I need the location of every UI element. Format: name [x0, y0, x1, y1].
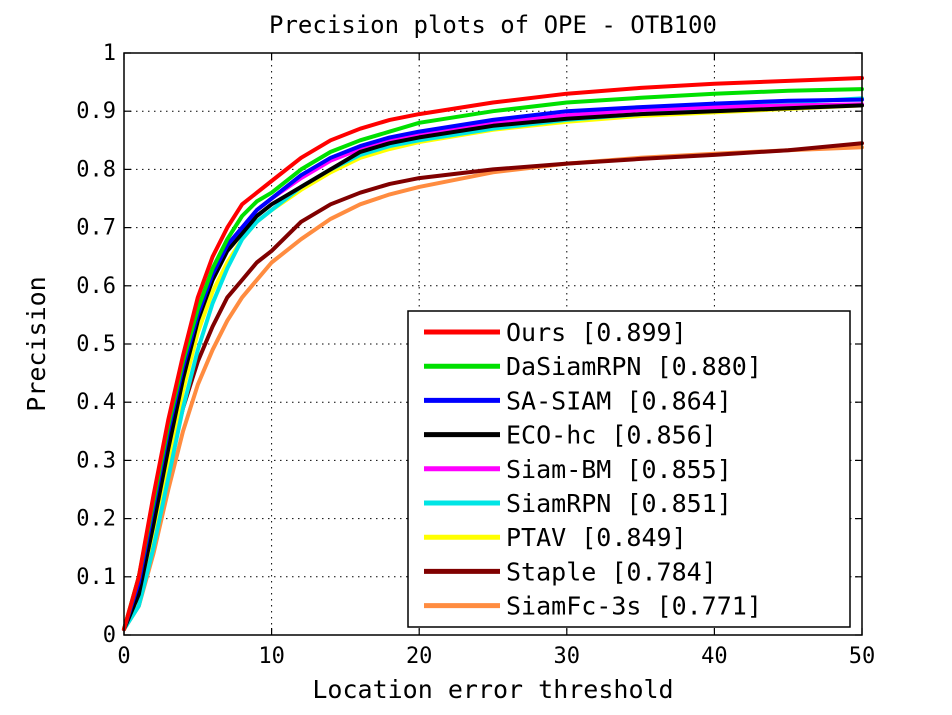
plot-frame — [123, 52, 863, 636]
y-tick-label: 0.4 — [76, 390, 116, 415]
legend-label: Siam-BM [0.855] — [506, 455, 732, 484]
tick-labels: 0 10 20 30 40 50 0 0.1 0.2 0.3 0.4 0.5 0.6 0.7 0.8 0.9 1 — [76, 41, 875, 669]
y-tick-label: 0.5 — [76, 332, 116, 357]
legend-label: PTAV [0.849] — [506, 523, 687, 552]
y-tick-label: 0 — [103, 623, 116, 648]
x-tick-label: 50 — [849, 644, 876, 669]
x-tick-label: 20 — [406, 644, 433, 669]
legend-label: SiamFc-3s [0.771] — [506, 592, 762, 621]
chart-title: Precision plots of OPE - OTB100 — [269, 11, 717, 39]
y-tick-label: 0.6 — [76, 274, 116, 299]
series-lines — [122, 76, 864, 632]
legend-label: SiamRPN [0.851] — [506, 489, 732, 518]
y-tick-label: 1 — [103, 41, 116, 66]
y-tick-label: 0.9 — [76, 99, 116, 124]
y-tick-label: 0.1 — [76, 565, 116, 590]
series-line — [122, 76, 864, 632]
legend-label: Ours [0.899] — [506, 318, 687, 347]
x-tick-label: 40 — [701, 644, 728, 669]
legend: Ours [0.899] DaSiamRPN [0.880] SA-SIAM [0.… — [407, 310, 851, 628]
legend-label: Staple [0.784] — [506, 557, 717, 586]
x-tick-label: 10 — [258, 644, 285, 669]
x-tick-label: 30 — [554, 644, 581, 669]
y-axis-label: Precision — [22, 276, 51, 411]
legend-label: SA-SIAM [0.864] — [506, 386, 732, 415]
y-tick-label: 0.7 — [76, 216, 116, 241]
y-tick-label: 0.2 — [76, 507, 116, 532]
y-tick-label: 0.3 — [76, 448, 116, 473]
legend-label: DaSiamRPN [0.880] — [506, 352, 762, 381]
x-tick-label: 0 — [117, 644, 130, 669]
y-tick-label: 0.8 — [76, 157, 116, 182]
x-axis-label: Location error threshold — [312, 675, 673, 704]
series-line — [122, 103, 864, 632]
legend-label: ECO-hc [0.856] — [506, 421, 717, 450]
